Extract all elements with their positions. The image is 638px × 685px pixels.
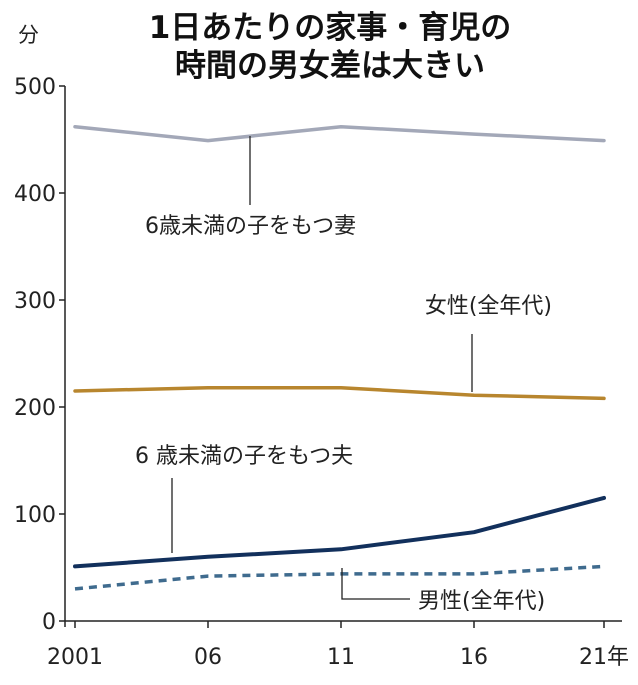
series-line [74, 564, 605, 591]
y-axis-ticks: 0 100 200 300 400 500 [14, 75, 65, 635]
y-tick-label: 400 [14, 182, 56, 207]
y-tick-label: 0 [42, 610, 56, 635]
series-label: 6 歳未満の子をもつ夫 [135, 444, 353, 469]
y-tick-label: 500 [14, 75, 56, 100]
chart-title-line-1: 1日あたりの家事・育児の [149, 10, 512, 46]
series-line [73, 385, 606, 401]
x-axis-ticks: 2001 06 11 16 21年 [47, 621, 629, 670]
x-tick-label: 21年 [579, 645, 629, 670]
series-line [73, 495, 606, 569]
y-tick-label: 300 [14, 289, 56, 314]
series-line [73, 124, 606, 143]
label-leader-line [341, 568, 410, 600]
series-label: 女性(全年代) [425, 294, 552, 319]
x-tick-label: 16 [460, 645, 488, 670]
y-tick-label: 200 [14, 396, 56, 421]
x-tick-label: 11 [327, 645, 355, 670]
x-tick-label: 2001 [47, 645, 103, 670]
y-axis-unit: 分 [18, 23, 39, 47]
axes [64, 86, 622, 627]
series-label: 男性(全年代) [418, 589, 545, 614]
chart-title-line-2: 時間の男女差は大きい [175, 48, 485, 84]
series-label: 6歳未満の子をもつ妻 [145, 214, 356, 239]
x-tick-label: 06 [194, 645, 222, 670]
y-tick-label: 100 [14, 503, 56, 528]
series-lines [73, 124, 606, 591]
